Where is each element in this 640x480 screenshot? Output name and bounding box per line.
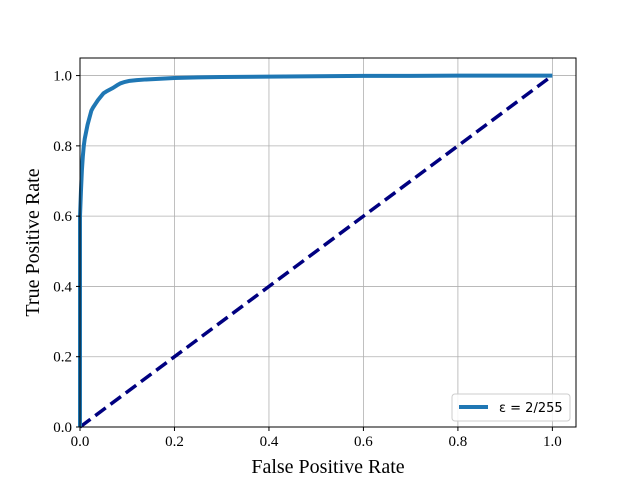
y-tick-label: 0.2 (53, 350, 72, 366)
chance-diagonal-line (78, 74, 554, 429)
y-tick-label: 0.6 (53, 209, 72, 225)
series-layer (78, 73, 554, 429)
legend-box (451, 393, 571, 422)
y-axis-label: True Positive Rate (22, 168, 44, 316)
y-tick-label: 0.8 (53, 139, 72, 155)
y-tick-label: 0.0 (53, 420, 72, 436)
x-tick-label: 0.0 (71, 434, 90, 450)
x-axis-label: False Positive Rate (251, 456, 404, 478)
x-tick-label: 0.8 (449, 434, 468, 450)
x-tick-label: 1.0 (543, 434, 562, 450)
x-ticks: 0.0 0.2 0.4 0.6 0.8 1.0 (71, 427, 562, 450)
roc-curve-line (78, 73, 553, 427)
x-tick-label: 0.4 (260, 434, 279, 450)
y-tick-label: 0.4 (53, 279, 72, 295)
legend: ε = 2/255 (451, 393, 571, 422)
x-tick-label: 0.2 (165, 434, 184, 450)
x-tick-label: 0.6 (354, 434, 373, 450)
legend-label: ε = 2/255 (499, 401, 563, 416)
y-ticks: 0.0 0.2 0.4 0.6 0.8 1.0 (53, 69, 80, 436)
y-tick-label: 1.0 (53, 69, 72, 85)
plot-frame (79, 57, 577, 428)
